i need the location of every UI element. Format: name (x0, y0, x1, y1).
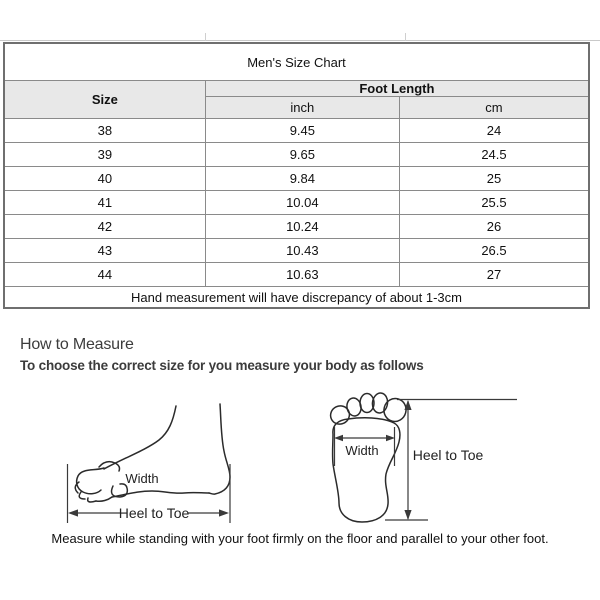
table-row: 38 9.45 24 (3, 118, 590, 143)
cm-cell: 24 (398, 118, 590, 143)
foot-side-view-icon: Width Heel to Toe (66, 403, 231, 523)
cm-cell: 27 (398, 262, 590, 287)
column-header-size: Size (3, 80, 206, 119)
table-row: 42 10.24 26 (3, 214, 590, 239)
table-row: 43 10.43 26.5 (3, 238, 590, 263)
table-row: 44 10.63 27 (3, 262, 590, 287)
how-to-measure-subheading: To choose the correct size for you measu… (20, 358, 424, 373)
measurement-note: Hand measurement will have discrepancy o… (3, 286, 590, 309)
cm-cell: 26.5 (398, 238, 590, 263)
inch-cell: 9.65 (204, 142, 400, 167)
cm-cell: 24.5 (398, 142, 590, 167)
inch-cell: 9.45 (204, 118, 400, 143)
top-tick-left (205, 33, 206, 41)
chart-title: Men's Size Chart (3, 42, 590, 81)
size-cell: 42 (3, 214, 206, 239)
how-to-measure-heading: How to Measure (20, 336, 134, 353)
side-foot-width-label: Width (125, 471, 158, 486)
inch-cell: 10.43 (204, 238, 400, 263)
cm-cell: 25.5 (398, 190, 590, 215)
top-hairline (0, 40, 600, 41)
column-header-foot-length: Foot Length (204, 80, 590, 97)
table-row: 40 9.84 25 (3, 166, 590, 191)
size-cell: 43 (3, 238, 206, 263)
cm-cell: 26 (398, 214, 590, 239)
size-cell: 38 (3, 118, 206, 143)
side-foot-heel-to-toe-label: Heel to Toe (119, 505, 190, 521)
inch-cell: 10.63 (204, 262, 400, 287)
inch-cell: 10.04 (204, 190, 400, 215)
inch-cell: 9.84 (204, 166, 400, 191)
size-cell: 44 (3, 262, 206, 287)
measurement-diagrams: Width Heel to Toe Width Heel to Toe (66, 392, 517, 523)
sole-foot-width-label: Width (345, 443, 378, 458)
measure-instruction-caption: Measure while standing with your foot fi… (51, 531, 549, 546)
size-cell: 39 (3, 142, 206, 167)
column-header-inch: inch (204, 96, 400, 119)
table-row: 39 9.65 24.5 (3, 142, 590, 167)
top-tick-right (405, 33, 406, 41)
size-cell: 41 (3, 190, 206, 215)
foot-sole-view-icon: Width Heel to Toe (329, 392, 517, 523)
inch-cell: 10.24 (204, 214, 400, 239)
cm-cell: 25 (398, 166, 590, 191)
size-cell: 40 (3, 166, 206, 191)
sole-foot-heel-to-toe-label: Heel to Toe (413, 447, 484, 463)
size-chart-table: Men's Size Chart Size Foot Length inch c… (3, 42, 590, 309)
column-header-cm: cm (398, 96, 590, 119)
table-row: 41 10.04 25.5 (3, 190, 590, 215)
